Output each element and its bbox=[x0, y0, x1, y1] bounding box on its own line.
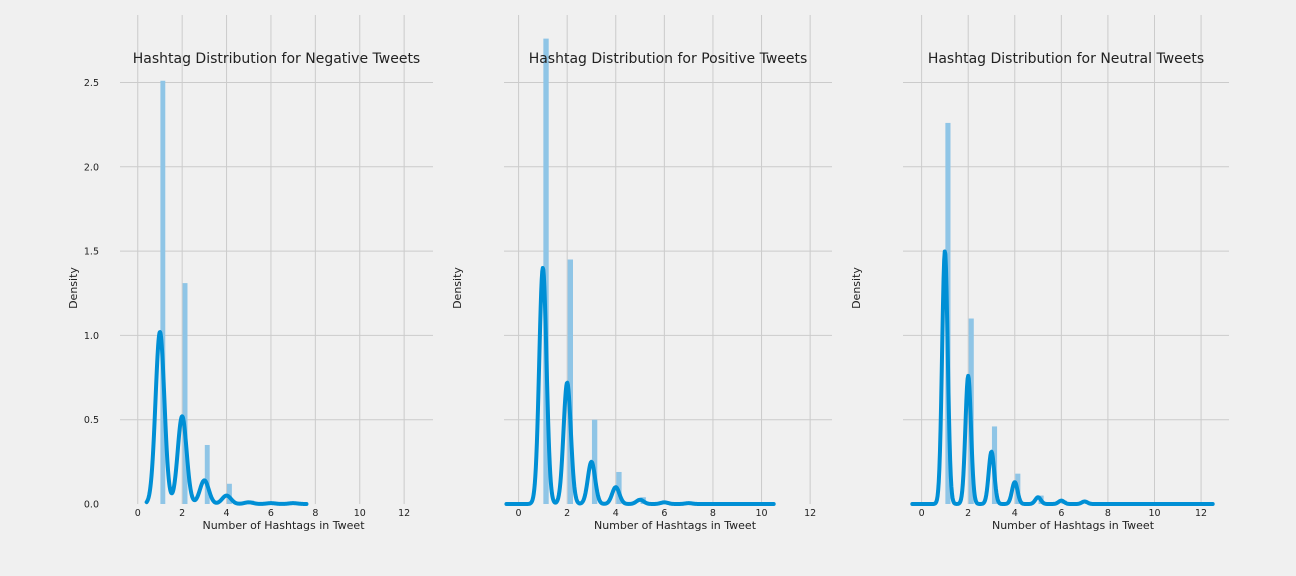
y-tick-label: 1.5 bbox=[84, 247, 99, 258]
y-axis-label: Density bbox=[850, 267, 863, 309]
x-axis-label: Number of Hashtags in Tweet bbox=[992, 519, 1155, 532]
x-tick-label: 4 bbox=[224, 508, 230, 519]
chart-title: Hashtag Distribution for Positive Tweets bbox=[529, 51, 808, 67]
x-tick-label: 8 bbox=[710, 508, 716, 519]
y-tick-label: 1.0 bbox=[84, 331, 99, 342]
histogram-bar bbox=[226, 483, 232, 504]
positive-tweets-subplot: 0 2 4 6 8 10 12 Hashtag Distribution for Posit… bbox=[451, 15, 832, 532]
kde-curve bbox=[910, 249, 1215, 506]
x-tick-label: 2 bbox=[179, 508, 185, 519]
x-tick-label: 10 bbox=[354, 508, 366, 519]
x-tick-label: 2 bbox=[965, 508, 971, 519]
histogram-bar bbox=[591, 419, 598, 504]
x-tick-label: 0 bbox=[919, 508, 925, 519]
x-tick-label: 4 bbox=[1012, 508, 1018, 519]
histogram-bar bbox=[567, 259, 574, 504]
y-tick-label: 0.0 bbox=[84, 500, 99, 511]
x-tick-label: 12 bbox=[1195, 508, 1207, 519]
x-axis-label: Number of Hashtags in Tweet bbox=[594, 519, 757, 532]
x-tick-label: 12 bbox=[398, 508, 410, 519]
x-tick-label: 0 bbox=[135, 508, 141, 519]
x-tick-label: 12 bbox=[804, 508, 816, 519]
x-tick-label: 6 bbox=[661, 508, 667, 519]
x-axis-label: Number of Hashtags in Tweet bbox=[202, 519, 365, 532]
y-tick-label: 0.5 bbox=[84, 415, 99, 426]
x-tick-label: 6 bbox=[268, 508, 274, 519]
negative-tweets-subplot: 0 2 4 6 8 10 12 0.0 0.5 1.0 1.5 2.0 2.5 Hashtag Dis… bbox=[67, 15, 433, 532]
kde-curve bbox=[504, 266, 776, 506]
chart-title: Hashtag Distribution for Negative Tweets bbox=[133, 51, 420, 67]
y-axis-label: Density bbox=[67, 267, 80, 309]
x-tick-label: 0 bbox=[516, 508, 522, 519]
neutral-tweets-subplot: 0 2 4 6 8 10 12 Hashtag Distribution for Neutr… bbox=[850, 15, 1229, 532]
y-tick-label: 2.0 bbox=[84, 162, 99, 173]
histogram-bar bbox=[204, 444, 210, 504]
x-tick-label: 4 bbox=[613, 508, 619, 519]
x-tick-label: 10 bbox=[755, 508, 767, 519]
histogram-bar bbox=[160, 80, 166, 504]
x-tick-label: 6 bbox=[1058, 508, 1064, 519]
x-tick-label: 8 bbox=[312, 508, 318, 519]
x-tick-label: 2 bbox=[564, 508, 570, 519]
y-axis-label: Density bbox=[451, 267, 464, 309]
x-tick-label: 10 bbox=[1148, 508, 1160, 519]
y-tick-label: 2.5 bbox=[84, 78, 99, 89]
histogram-bar bbox=[182, 283, 188, 504]
x-tick-label: 8 bbox=[1105, 508, 1111, 519]
histogram-bar bbox=[543, 38, 549, 504]
chart-title: Hashtag Distribution for Neutral Tweets bbox=[928, 51, 1204, 67]
kde-curve bbox=[144, 330, 309, 506]
